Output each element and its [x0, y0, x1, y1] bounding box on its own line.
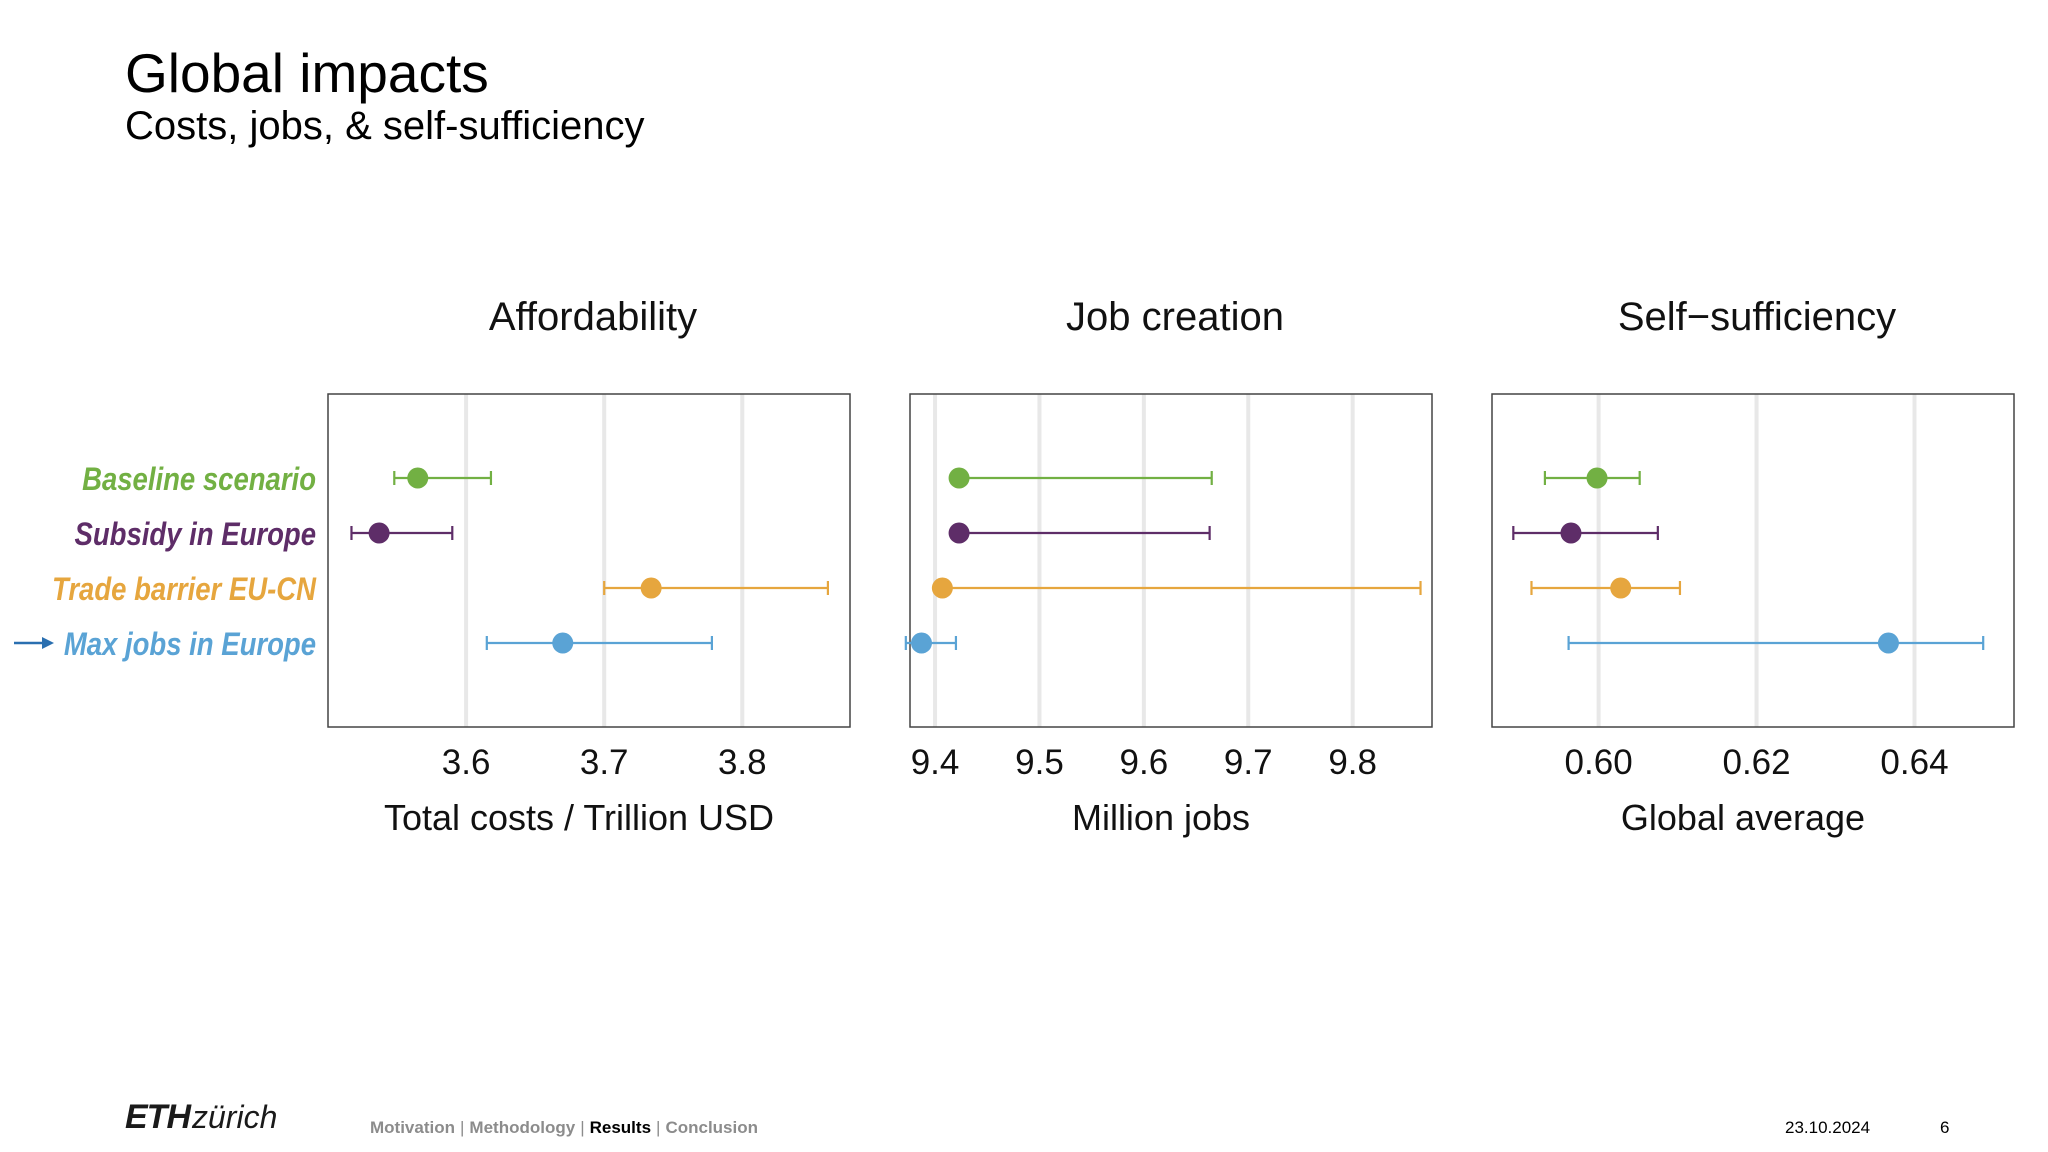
axis-label-self-sufficiency: Global average: [1621, 797, 1865, 838]
tick-label-self-sufficiency-1: 0.62: [1722, 743, 1790, 782]
scenario-label-max-jobs-in-europe: Max jobs in Europe: [64, 627, 316, 662]
point-affordability-max-jobs-in-europe: [552, 632, 574, 654]
plot-frame-self-sufficiency: [1491, 393, 2015, 728]
nav-item-results[interactable]: Results: [589, 1118, 652, 1137]
tick-label-self-sufficiency-0: 0.60: [1565, 743, 1633, 782]
panel-title-job-creation: Job creation: [1066, 295, 1284, 339]
footer-date: 23.10.2024: [1785, 1118, 1871, 1137]
page-subtitle: Costs, jobs, & self-sufficiency: [125, 104, 645, 148]
axis-label-job-creation: Million jobs: [1072, 797, 1250, 838]
tick-label-affordability-2: 3.8: [718, 743, 767, 782]
scenario-label-subsidy-in-europe: Subsidy in Europe: [75, 517, 316, 552]
logo-eth-text: ETH: [125, 1098, 191, 1136]
plot-frame-job-creation: [909, 393, 1433, 728]
logo-zurich-text: zürich: [192, 1099, 278, 1135]
tick-label-job-creation-3: 9.7: [1224, 743, 1273, 782]
nav-item-methodology[interactable]: Methodology: [469, 1118, 576, 1137]
point-job-creation-max-jobs-in-europe: [910, 632, 932, 654]
nav-item-conclusion[interactable]: Conclusion: [665, 1118, 759, 1137]
page-title: Global impacts: [125, 42, 489, 104]
point-self-sufficiency-trade-barrier-eu-cn: [1610, 577, 1632, 599]
point-self-sufficiency-subsidy-in-europe: [1560, 522, 1582, 544]
point-affordability-baseline-scenario: [407, 467, 429, 489]
footer-page-number: 6: [1940, 1118, 1950, 1137]
eth-logo: ETH zürich: [125, 1098, 277, 1138]
panel-title-self-sufficiency: Self−sufficiency: [1618, 295, 1896, 339]
tick-label-job-creation-0: 9.4: [911, 743, 960, 782]
point-affordability-trade-barrier-eu-cn: [640, 577, 662, 599]
point-affordability-subsidy-in-europe: [368, 522, 390, 544]
point-job-creation-trade-barrier-eu-cn: [931, 577, 953, 599]
tick-label-affordability-0: 3.6: [442, 743, 491, 782]
tick-label-self-sufficiency-2: 0.64: [1880, 743, 1948, 782]
arrow-head-icon: [42, 637, 54, 649]
tick-label-job-creation-4: 9.8: [1328, 743, 1377, 782]
point-self-sufficiency-baseline-scenario: [1586, 467, 1608, 489]
point-job-creation-subsidy-in-europe: [948, 522, 970, 544]
point-job-creation-baseline-scenario: [948, 467, 970, 489]
axis-label-affordability: Total costs / Trillion USD: [384, 797, 774, 838]
point-self-sufficiency-max-jobs-in-europe: [1877, 632, 1899, 654]
tick-label-job-creation-1: 9.5: [1015, 743, 1064, 782]
tick-label-affordability-1: 3.7: [580, 743, 629, 782]
scenario-label-trade-barrier-eu-cn: Trade barrier EU-CN: [52, 572, 317, 607]
footer-breadcrumb: Motivation | Methodology | Results | Conclusio…: [370, 1118, 759, 1137]
scenario-label-baseline-scenario: Baseline scenario: [82, 462, 316, 497]
panel-title-affordability: Affordability: [489, 295, 697, 339]
plot-frame-affordability: [327, 393, 851, 728]
tick-label-job-creation-2: 9.6: [1120, 743, 1169, 782]
nav-item-motivation[interactable]: Motivation: [370, 1118, 455, 1137]
